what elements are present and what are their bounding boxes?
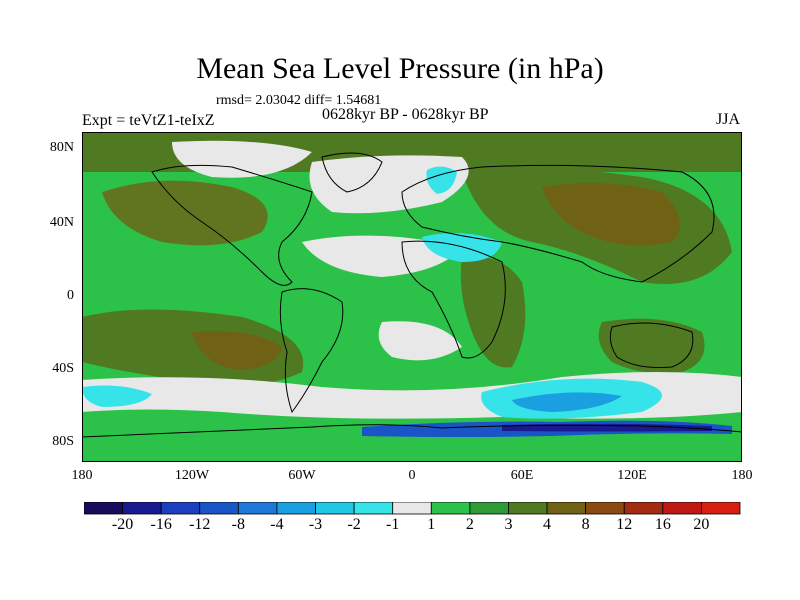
coastlines xyxy=(82,152,742,438)
colorbar-swatch xyxy=(546,502,587,515)
pressure-map xyxy=(82,132,742,462)
north-pacific-high xyxy=(102,180,268,246)
colorbar-swatch xyxy=(623,502,664,515)
colorbar-swatch xyxy=(469,502,509,515)
colorbar-label: 4 xyxy=(543,516,552,533)
colorbar-swatch xyxy=(392,502,432,515)
negative-anomalies xyxy=(82,166,732,437)
pacific-north-band xyxy=(172,140,312,178)
colorbar-swatch xyxy=(237,502,278,515)
antarctica-band xyxy=(82,438,742,462)
colorbar-label: -3 xyxy=(308,516,323,533)
colorbar-label: 16 xyxy=(654,516,671,533)
colorbar-label: -2 xyxy=(347,516,361,533)
y-tick-label: 80N xyxy=(49,140,74,155)
colorbar-swatch xyxy=(353,502,394,515)
coast-south-america xyxy=(279,288,344,414)
y-tick-label: 40S xyxy=(52,361,74,376)
colorbar-label: 1 xyxy=(427,516,436,533)
land-anomaly xyxy=(82,168,732,386)
colorbar-swatch xyxy=(662,502,702,515)
x-tick-label: 180 xyxy=(71,468,93,483)
season-label: JJA xyxy=(716,111,741,128)
coast-australia xyxy=(609,322,694,368)
colorbar-swatch xyxy=(508,502,548,515)
colorbar-label: 20 xyxy=(693,516,710,533)
colorbar-label: -12 xyxy=(189,516,211,533)
colorbar-label: -1 xyxy=(386,516,400,533)
x-tick-label: 60W xyxy=(288,468,316,483)
coast-africa xyxy=(401,240,506,359)
coast-europe-asia xyxy=(401,164,715,283)
scandinavia-low xyxy=(426,166,457,194)
x-tick-label: 180 xyxy=(731,468,753,483)
y-tick-label: 0 xyxy=(67,288,74,303)
colorbar-label: 3 xyxy=(504,516,513,533)
colorbar-label: 2 xyxy=(465,516,474,533)
page-title: Mean Sea Level Pressure (in hPa) xyxy=(196,52,604,85)
colorbar-swatch xyxy=(199,502,239,515)
period-label: 0628kyr BP - 0628kyr BP xyxy=(322,106,489,123)
colorbar-label: 12 xyxy=(616,516,633,533)
colorbar-swatch xyxy=(276,502,316,515)
colorbar-swatch xyxy=(315,502,355,515)
coast-greenland xyxy=(321,152,383,193)
x-tick-label: 60E xyxy=(510,468,534,483)
colorbar-swatch xyxy=(122,502,162,515)
colorbar-label: -20 xyxy=(111,516,134,533)
x-tick-label: 0 xyxy=(408,468,416,483)
coast-antarctica xyxy=(82,424,742,438)
africa-positive xyxy=(460,256,526,368)
colorbar-boxes xyxy=(84,502,741,515)
map-frame xyxy=(82,132,742,462)
colorbar-swatch xyxy=(430,502,471,515)
x-tick-label: 120W xyxy=(174,468,210,483)
pacific-south-low xyxy=(82,385,152,407)
colorbar-label: -16 xyxy=(150,516,172,533)
central-band xyxy=(302,235,462,277)
colorbar-swatch xyxy=(84,502,123,515)
y-tick-label: 80S xyxy=(52,434,74,449)
colorbar-swatch xyxy=(160,502,201,515)
asia-strong xyxy=(542,183,680,246)
colorbar xyxy=(84,502,741,515)
experiment-label: Expt = teVtZ1-teIxZ xyxy=(82,112,215,129)
south-pacific-core xyxy=(192,331,282,370)
colorbar-swatch xyxy=(701,502,741,515)
australia-positive xyxy=(598,318,705,374)
south-atlantic-patch xyxy=(378,321,462,361)
colorbar-label: -4 xyxy=(270,516,284,533)
y-tick-label: 40N xyxy=(49,215,74,230)
indian-ocean-low-core xyxy=(512,392,622,412)
mideast-low xyxy=(422,233,502,262)
colorbar-label: 8 xyxy=(581,516,590,533)
x-tick-label: 120E xyxy=(617,468,647,483)
coast-north-america xyxy=(151,164,313,286)
colorbar-swatch xyxy=(585,502,625,515)
stats-text: rmsd= 2.03042 diff= 1.54681 xyxy=(216,93,382,108)
colorbar-label: -8 xyxy=(231,516,246,533)
